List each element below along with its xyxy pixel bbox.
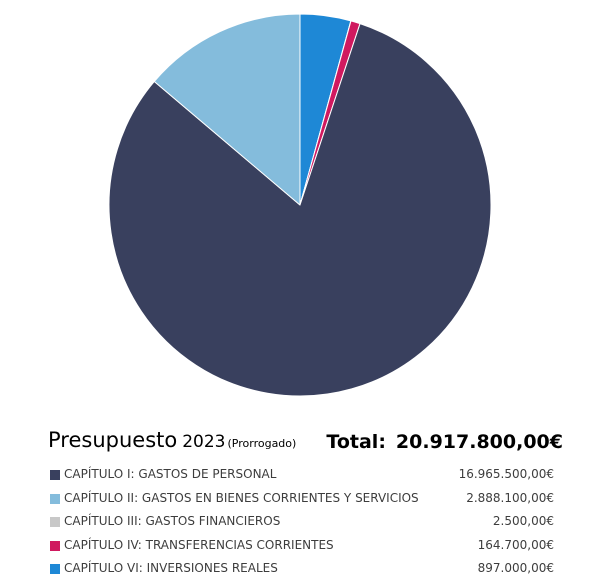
legend-item: CAPÍTULO IV: TRANSFERENCIAS CORRIENTES 1… (50, 534, 554, 558)
legend-value: 897.000,00€ (477, 561, 554, 575)
legend-item: CAPÍTULO III: GASTOS FINANCIEROS 2.500,0… (50, 510, 554, 534)
title-note: (Prorrogado) (227, 437, 297, 450)
legend-label: CAPÍTULO IV: TRANSFERENCIAS CORRIENTES (64, 537, 334, 552)
pie-slice (153, 13, 301, 206)
pie-slice (108, 23, 492, 397)
legend-value: 16.965.500,00€ (458, 467, 554, 481)
legend-swatch (50, 470, 60, 480)
legend-value: 2.500,00€ (492, 514, 554, 528)
legend-swatch (50, 564, 60, 574)
chart-title-text: Presupuesto 2023 (Prorrogado) (48, 426, 296, 458)
legend-label: CAPÍTULO I: GASTOS DE PERSONAL (64, 467, 277, 481)
legend-label: CAPÍTULO II: GASTOS EN BIENES CORRIENTES… (64, 490, 419, 505)
legend: CAPÍTULO I: GASTOS DE PERSONAL 16.965.50… (50, 463, 554, 581)
legend-label: CAPÍTULO VI: INVERSIONES REALES (64, 561, 278, 575)
legend-swatch (50, 493, 60, 504)
legend-value: 164.700,00€ (477, 537, 554, 552)
legend-item: CAPÍTULO II: GASTOS EN BIENES CORRIENTES… (50, 487, 554, 511)
title-year: 2023 (182, 432, 226, 452)
legend-item: CAPÍTULO I: GASTOS DE PERSONAL 16.965.50… (50, 463, 554, 487)
pie-chart-svg (108, 13, 492, 397)
total-value: 20.917.800,00€ (395, 431, 563, 453)
pie-chart (108, 13, 492, 397)
total-display: Total: 20.917.800,00€ (326, 429, 563, 455)
legend-label: CAPÍTULO III: GASTOS FINANCIEROS (64, 514, 281, 528)
total-label: Total: (326, 431, 386, 453)
legend-swatch (50, 540, 60, 551)
legend-swatch (50, 517, 60, 527)
legend-item: CAPÍTULO VI: INVERSIONES REALES 897.000,… (50, 557, 554, 581)
title-main: Presupuesto (48, 428, 178, 452)
chart-title: Presupuesto 2023 (Prorrogado) (48, 426, 588, 460)
legend-value: 2.888.100,00€ (466, 490, 554, 505)
